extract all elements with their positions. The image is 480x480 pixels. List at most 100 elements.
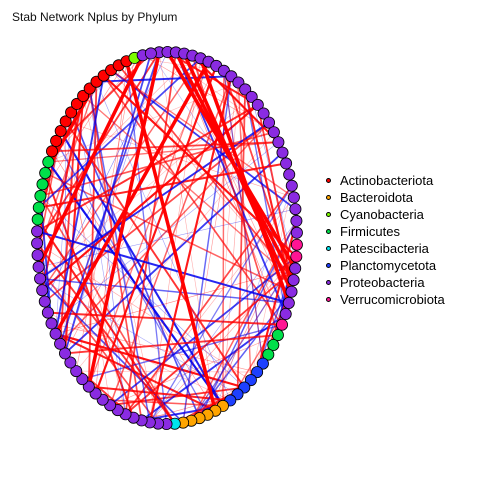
- network-node: [32, 260, 45, 273]
- legend-swatch: [326, 195, 331, 200]
- positive-edge: [48, 141, 279, 163]
- positive-edge: [94, 65, 218, 394]
- positive-edge: [250, 244, 298, 381]
- positive-edge: [236, 89, 247, 395]
- positive-edge: [149, 58, 201, 423]
- network-node: [289, 262, 302, 275]
- network-node: [276, 146, 289, 159]
- node-layer: [31, 46, 303, 430]
- negative-edge: [82, 324, 283, 380]
- legend-item: Cyanobacteria: [326, 206, 445, 223]
- network-node: [31, 213, 44, 226]
- network-node: [256, 357, 269, 370]
- legend-label: Planctomycetota: [340, 258, 437, 273]
- positive-edge: [54, 60, 211, 335]
- positive-edge: [41, 95, 85, 291]
- legend-swatch: [326, 229, 331, 234]
- positive-edge: [59, 122, 270, 345]
- positive-edge: [87, 51, 161, 387]
- network-node: [290, 238, 303, 251]
- legend-item: Proteobacteria: [326, 274, 445, 291]
- positive-edge: [198, 57, 291, 304]
- network-node: [65, 106, 78, 119]
- positive-edge: [110, 69, 295, 198]
- network-node: [70, 97, 83, 110]
- legend-label: Proteobacteria: [340, 275, 425, 290]
- positive-edge: [191, 54, 280, 143]
- positive-edge: [109, 386, 245, 407]
- positive-edge: [250, 185, 293, 381]
- positive-edge: [44, 172, 135, 419]
- positive-edge: [134, 57, 224, 72]
- negative-edge: [39, 121, 270, 280]
- legend-label: Cyanobacteria: [340, 207, 424, 222]
- legend-swatch: [326, 263, 331, 268]
- negative-edge: [54, 75, 105, 334]
- network-node: [59, 115, 72, 128]
- network-node: [31, 249, 44, 262]
- legend-label: Patescibacteria: [340, 241, 429, 256]
- network-node: [289, 203, 302, 216]
- negative-edge: [76, 103, 126, 415]
- positive-edge: [39, 195, 176, 425]
- network-node: [290, 214, 303, 227]
- positive-edge: [159, 52, 275, 133]
- legend-item: Firmicutes: [326, 223, 445, 240]
- network-node: [245, 90, 258, 103]
- network-node: [45, 317, 58, 330]
- network-node: [275, 318, 288, 331]
- network-node: [50, 134, 63, 147]
- network-node: [290, 250, 303, 263]
- negative-edge: [55, 112, 72, 334]
- network-node: [262, 348, 275, 361]
- positive-edge: [88, 385, 231, 402]
- network-node: [285, 285, 298, 298]
- positive-edge: [76, 370, 258, 373]
- legend-swatch: [326, 280, 331, 285]
- legend-item: Patescibacteria: [326, 240, 445, 257]
- positive-edge: [256, 104, 295, 281]
- network-node: [34, 272, 47, 285]
- legend-label: Bacteroidota: [340, 190, 413, 205]
- network-node: [76, 373, 89, 386]
- network-node: [32, 201, 45, 214]
- negative-edge: [96, 81, 231, 401]
- network-node: [267, 338, 280, 351]
- positive-edge: [165, 51, 297, 270]
- legend: Actinobacteriota Bacteroidota Cyanobacteri…: [326, 172, 445, 308]
- network-node: [31, 225, 44, 238]
- legend-swatch: [326, 178, 331, 183]
- network-node: [46, 145, 59, 158]
- network-node: [49, 327, 62, 340]
- network-node: [41, 306, 54, 319]
- network-node: [36, 284, 49, 297]
- positive-edge: [158, 52, 216, 411]
- legend-swatch: [326, 212, 331, 217]
- network-node: [38, 295, 51, 308]
- positive-edge: [87, 81, 98, 387]
- positive-edge: [37, 54, 145, 268]
- negative-edge: [70, 112, 201, 419]
- network-node: [285, 179, 298, 192]
- network-node: [34, 189, 47, 202]
- legend-item: Bacteroidota: [326, 189, 445, 206]
- negative-edge: [36, 230, 290, 304]
- network-node: [39, 166, 52, 179]
- network-node: [287, 274, 300, 287]
- network-node: [271, 329, 284, 342]
- positive-edge: [55, 268, 296, 335]
- positive-edge: [51, 141, 279, 153]
- negative-edge: [55, 140, 209, 416]
- positive-edge: [256, 220, 298, 373]
- positive-edge: [60, 130, 126, 415]
- positive-edge: [175, 52, 290, 304]
- positive-edge: [124, 60, 217, 412]
- network-node: [144, 47, 157, 60]
- network-node: [272, 136, 285, 149]
- network-node: [42, 155, 55, 168]
- network-node: [290, 226, 303, 239]
- legend-swatch: [326, 246, 331, 251]
- legend-label: Firmicutes: [340, 224, 400, 239]
- network-node: [257, 107, 270, 120]
- legend-item: Verrucomicrobiota: [326, 291, 445, 308]
